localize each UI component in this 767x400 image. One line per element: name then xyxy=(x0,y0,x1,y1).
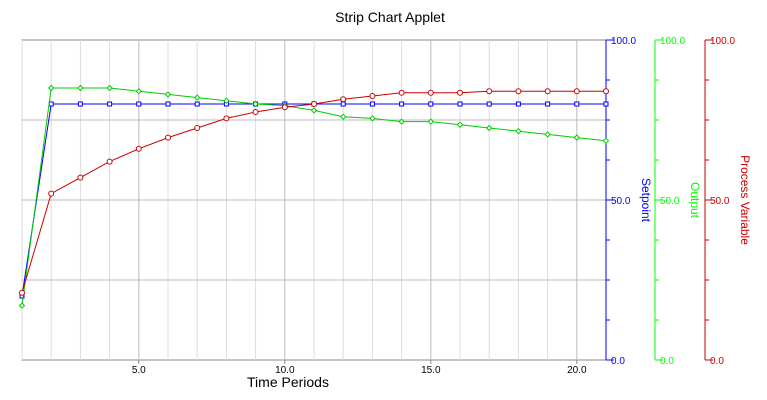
data-point xyxy=(193,94,201,101)
data-point xyxy=(573,134,581,141)
data-point xyxy=(77,84,84,92)
data-point xyxy=(340,101,346,107)
data-point xyxy=(106,158,113,165)
data-point xyxy=(398,118,405,125)
axis-tick-label: 0.0 xyxy=(710,356,724,367)
data-point xyxy=(165,134,171,141)
x-tick-label: 5.0 xyxy=(132,365,146,376)
chart-title: Strip Chart Applet xyxy=(335,9,445,25)
data-point xyxy=(339,113,347,121)
data-point xyxy=(369,101,375,107)
data-point xyxy=(223,97,230,105)
axis-tick-label: 0.0 xyxy=(611,356,625,367)
data-point xyxy=(515,101,521,107)
axis-tick-label: 0.0 xyxy=(660,356,674,367)
data-point xyxy=(311,101,317,107)
data-point xyxy=(340,96,347,103)
data-point xyxy=(398,89,405,96)
data-point xyxy=(399,101,405,107)
data-point xyxy=(136,101,142,107)
axis-title: Output xyxy=(688,182,702,219)
data-point xyxy=(223,115,230,122)
data-point xyxy=(48,190,55,197)
plot-area: 5.0 10.0 15.0 20.0 0.0 50.0 100.0 Setpoint 0.0 50… xyxy=(18,36,752,376)
data-point xyxy=(485,124,493,132)
data-point xyxy=(106,84,113,92)
axis-tick-label: 50.0 xyxy=(710,196,730,207)
data-point xyxy=(48,101,54,107)
data-point xyxy=(281,104,288,111)
data-point xyxy=(603,101,609,107)
axis-title: Process Variable xyxy=(738,155,752,245)
data-point xyxy=(486,88,493,95)
x-tick-label: 15.0 xyxy=(421,365,441,376)
data-point xyxy=(457,89,463,96)
data-point xyxy=(515,88,522,95)
data-point xyxy=(603,88,609,95)
data-point xyxy=(165,101,171,107)
x-axis-label: Time Periods xyxy=(247,374,329,390)
data-point xyxy=(544,131,551,138)
data-point xyxy=(107,101,113,107)
data-point xyxy=(602,137,610,145)
data-point xyxy=(515,127,522,135)
axis-tick-label: 50.0 xyxy=(660,196,680,207)
data-point xyxy=(77,101,83,107)
data-point xyxy=(427,89,434,96)
data-point xyxy=(457,101,463,107)
data-point xyxy=(427,118,435,125)
data-point xyxy=(164,91,172,98)
data-point xyxy=(573,88,580,95)
axis-tick-label: 100.0 xyxy=(611,36,636,47)
data-point xyxy=(574,101,580,107)
data-point xyxy=(19,289,25,296)
data-point xyxy=(544,88,551,95)
x-tick-label: 20.0 xyxy=(567,365,587,376)
data-point xyxy=(252,109,259,115)
data-point xyxy=(252,100,259,108)
data-point xyxy=(428,101,434,107)
data-point xyxy=(18,302,26,309)
axis-tick-label: 100.0 xyxy=(710,36,735,47)
data-point xyxy=(194,125,201,131)
data-point xyxy=(194,101,200,107)
data-point xyxy=(135,87,143,95)
data-point xyxy=(486,101,492,107)
data-point xyxy=(456,121,464,129)
data-point xyxy=(545,101,551,107)
axis-title: Setpoint xyxy=(639,178,653,223)
data-point xyxy=(47,84,55,92)
axis-tick-label: 50.0 xyxy=(611,196,631,207)
data-point xyxy=(135,145,142,152)
x-tick-label: 10.0 xyxy=(275,365,295,376)
data-point xyxy=(369,93,376,99)
data-point xyxy=(310,107,318,114)
data-point xyxy=(77,174,84,181)
data-point xyxy=(369,115,376,122)
axis-tick-label: 100.0 xyxy=(660,36,685,47)
